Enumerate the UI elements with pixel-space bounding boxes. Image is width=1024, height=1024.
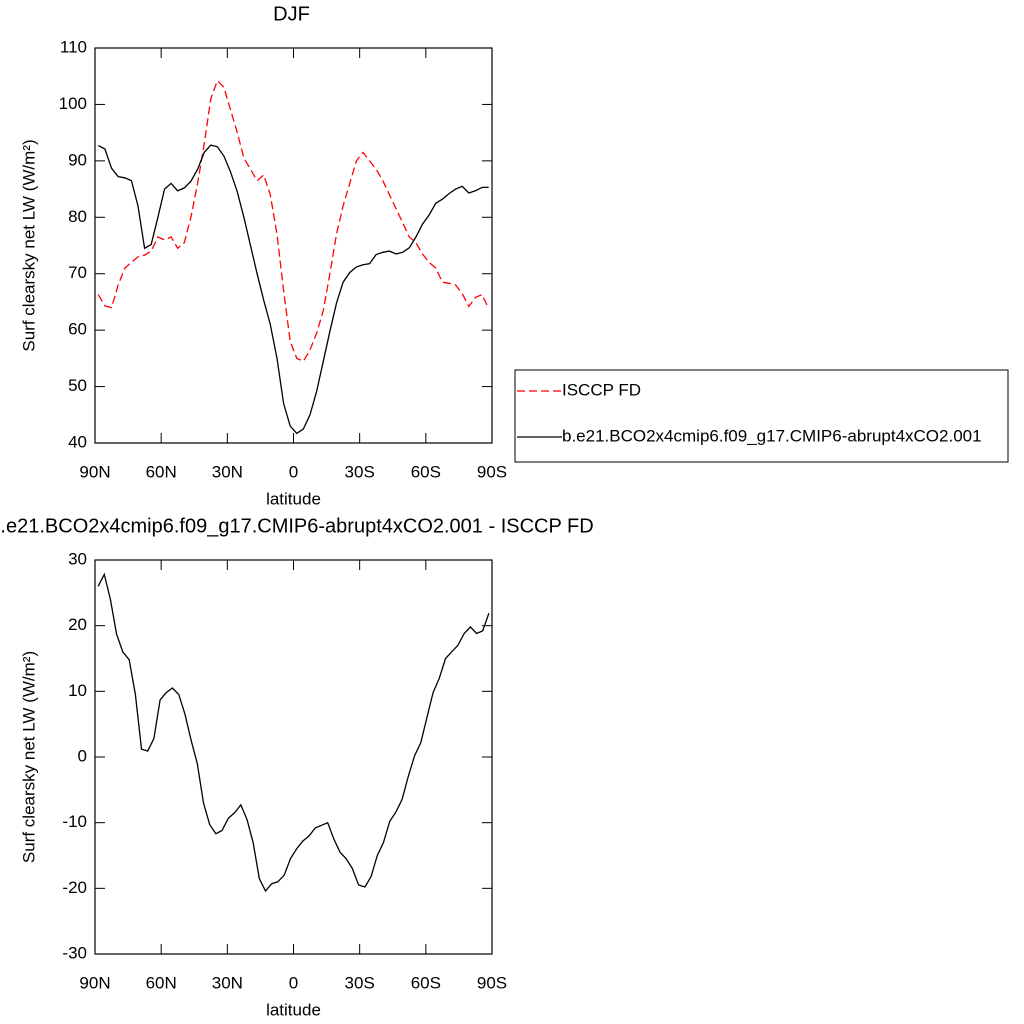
- x-tick-label: 30N: [212, 973, 243, 992]
- x-tick-label: 90S: [477, 462, 507, 481]
- x-tick-label: 30S: [345, 973, 375, 992]
- legend-label: ISCCP FD: [562, 380, 641, 399]
- y-tick-label: 10: [68, 681, 87, 700]
- data-line: [97, 572, 490, 893]
- x-tick-label: 60S: [411, 462, 441, 481]
- x-tick-label: 60N: [146, 973, 177, 992]
- plot-frame: [94, 559, 493, 955]
- legend-label: b.e21.BCO2x4cmip6.f09_g17.CMIP6-abrupt4x…: [562, 426, 982, 445]
- x-tick-label: 60N: [146, 462, 177, 481]
- chart-title: b.e21.BCO2x4cmip6.f09_g17.CMIP6-abrupt4x…: [0, 515, 594, 537]
- y-tick-label: 0: [78, 746, 87, 765]
- data-line: [98, 144, 489, 435]
- y-tick-label: 80: [68, 207, 87, 226]
- chart-title: DJF: [273, 3, 310, 25]
- y-tick-label: -20: [62, 878, 87, 897]
- y-tick-label: 100: [59, 94, 87, 113]
- x-tick-label: 90N: [79, 462, 110, 481]
- y-tick-label: -30: [62, 943, 87, 962]
- x-tick-label: 90S: [477, 973, 507, 992]
- y-tick-label: 20: [68, 615, 87, 634]
- y-tick-label: 40: [68, 432, 87, 451]
- x-tick-label: 0: [289, 462, 298, 481]
- y-tick-label: 60: [68, 320, 87, 339]
- x-tick-label: 60S: [411, 973, 441, 992]
- y-tick-label: 30: [68, 549, 87, 568]
- y-tick-label: 90: [68, 150, 87, 169]
- x-tick-label: 90N: [79, 973, 110, 992]
- x-axis-label: latitude: [266, 489, 321, 508]
- data-line: [97, 79, 490, 363]
- y-tick-label: -10: [62, 812, 87, 831]
- y-tick-label: 70: [68, 263, 87, 282]
- x-tick-label: 30S: [345, 462, 375, 481]
- y-tick-label: 110: [60, 37, 87, 56]
- x-tick-label: 0: [289, 973, 298, 992]
- y-axis-label: Surf clearsky net LW (W/m²): [19, 139, 38, 351]
- x-axis-label: latitude: [266, 1000, 321, 1019]
- legend-box: [514, 369, 1009, 463]
- y-tick-label: 50: [68, 376, 87, 395]
- y-axis-label: Surf clearsky net LW (W/m²): [19, 651, 38, 863]
- x-tick-label: 30N: [212, 462, 243, 481]
